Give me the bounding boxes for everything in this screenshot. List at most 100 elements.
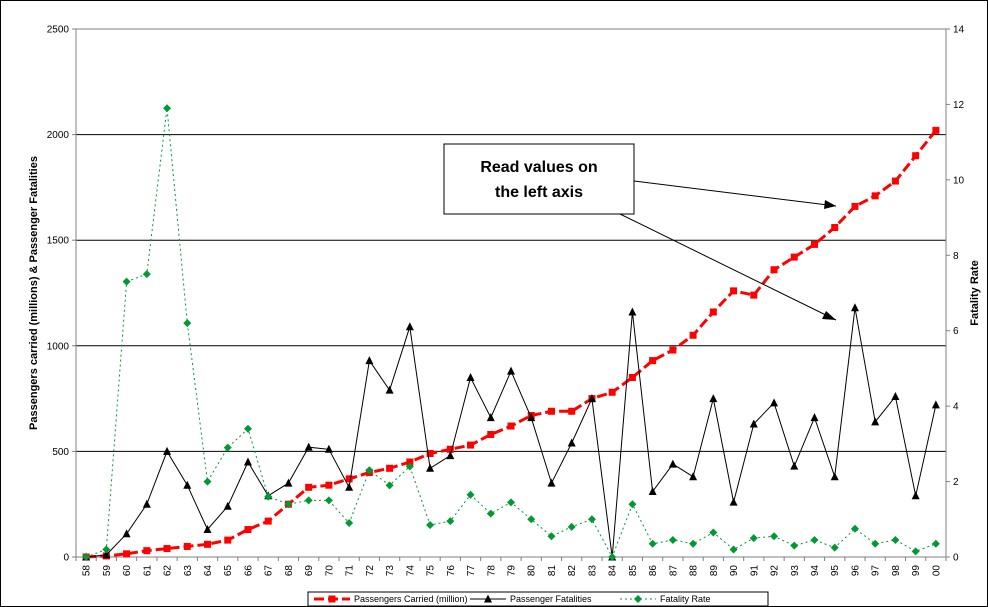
data-point [487,431,495,439]
data-point [628,500,637,509]
right-tick-label: 4 [953,402,959,413]
data-point [587,515,596,524]
series-line [86,307,937,558]
data-point [547,478,556,487]
plot-area [75,28,947,558]
x-tick-label: 97 [871,565,882,577]
data-point [405,322,414,331]
data-point [770,398,779,407]
data-point [426,450,434,458]
data-point [932,126,940,134]
x-axis-ticks: 58 59 60 61 62 63 64 65 66 67 68 69 70 71 72 73 74 75 76 77… [75,557,947,577]
data-point [648,539,657,548]
left-tick-label: 500 [52,447,69,458]
data-point [224,536,232,544]
data-point [689,472,698,481]
annotation-line-2: the left axis [495,184,583,201]
x-tick-label: 94 [810,565,821,577]
data-point [547,407,555,415]
data-point [446,517,455,526]
x-tick-label: 76 [446,565,457,577]
data-point [770,266,778,274]
right-axis-ticks: 0 2 4 6 8 10 12 14 [946,25,965,564]
data-point [405,462,414,471]
data-point [911,547,920,556]
gridlines [76,28,946,558]
data-point [749,534,758,543]
data-point [547,532,556,541]
data-point [891,177,899,185]
right-axis-label: Fatality Rate [969,260,981,325]
data-point [446,451,455,460]
data-point [831,224,839,232]
data-point [871,192,879,200]
x-tick-label: 87 [668,565,679,577]
data-point [304,442,313,451]
x-tick-label: 77 [466,565,477,577]
data-point [891,391,900,400]
data-point [527,515,536,524]
data-point [668,536,677,545]
x-tick-label: 99 [911,565,922,577]
x-tick-label: 79 [507,565,518,577]
annotation-arrowhead-1 [824,200,836,209]
x-tick-label: 66 [243,565,254,577]
x-tick-label: 85 [628,565,639,577]
right-tick-label: 0 [953,553,959,564]
data-point [709,394,718,403]
data-point [243,424,252,433]
data-point [689,331,697,339]
data-point [385,481,394,490]
data-point [851,202,859,210]
left-tick-label: 0 [63,553,69,564]
data-point [648,487,657,496]
data-point [345,475,353,483]
data-point [810,536,819,545]
right-tick-label: 8 [953,251,959,262]
x-tick-label: 96 [850,565,861,577]
data-point [264,492,273,501]
data-point [122,529,131,538]
data-point [305,483,313,491]
data-point [203,477,212,486]
x-tick-label: 60 [122,565,133,577]
left-axis-label: Passengers carried (millions) & Passenge… [28,156,40,430]
data-point [770,532,779,541]
left-tick-label: 2000 [47,130,70,141]
data-point [325,481,333,489]
x-tick-label: 92 [770,565,781,577]
x-tick-label: 98 [891,565,902,577]
series-layer [82,104,940,561]
series-2 [82,303,940,561]
data-point [931,400,940,409]
data-point [628,307,637,316]
data-point [931,539,940,548]
x-tick-label: 78 [486,565,497,577]
right-tick-label: 6 [953,326,959,337]
legend-swatch-marker [634,595,642,603]
x-tick-label: 84 [608,565,619,577]
data-point [790,253,798,261]
left-tick-label: 1500 [47,236,70,247]
data-point [911,491,920,500]
data-point [163,545,171,553]
x-tick-label: 68 [284,565,295,577]
x-tick-label: 75 [426,565,437,577]
data-point [871,539,880,548]
legend: Passengers Carried (million) Passenger Fa… [307,591,769,607]
data-point [587,394,596,403]
data-point [142,270,151,279]
annotation-box [443,143,635,215]
data-point [750,291,758,299]
data-point [284,478,293,487]
annotation-arrow-2 [619,213,837,321]
data-point [243,457,252,466]
data-point [102,550,111,559]
x-tick-label: 74 [405,565,416,577]
annotation: Read values on the left axis [443,143,837,321]
data-point [689,539,698,548]
series-3 [82,104,940,561]
x-tick-label: 58 [82,565,93,577]
x-tick-label: 61 [142,565,153,577]
data-point [446,445,454,453]
